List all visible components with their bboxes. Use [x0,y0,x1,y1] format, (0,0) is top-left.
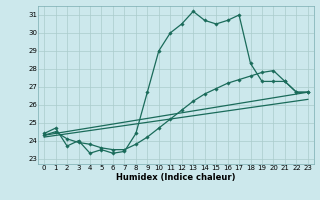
X-axis label: Humidex (Indice chaleur): Humidex (Indice chaleur) [116,173,236,182]
